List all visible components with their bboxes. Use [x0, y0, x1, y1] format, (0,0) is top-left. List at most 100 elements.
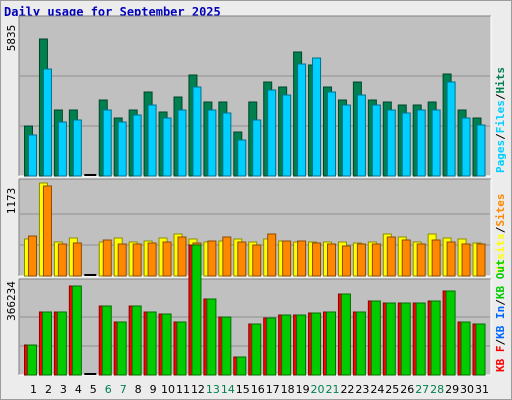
y-max-label: 366234	[5, 281, 18, 321]
bar-kb-out	[131, 305, 142, 376]
x-tick-label: 16	[251, 383, 265, 396]
x-tick-label: 21	[326, 383, 340, 396]
bar-zero	[84, 373, 97, 375]
legend-entry: Visits	[494, 233, 507, 273]
bar-files	[207, 109, 217, 177]
x-tick-label: 3	[60, 383, 67, 396]
bar-sites	[431, 239, 441, 277]
bar-files	[446, 81, 456, 177]
x-tick-label: 12	[191, 383, 205, 396]
bar-sites	[356, 243, 366, 277]
bar-sites	[341, 245, 351, 277]
y-max-label: 1173	[5, 188, 18, 215]
bar-files	[341, 104, 351, 177]
x-tick-label: 30	[460, 383, 474, 396]
bar-sites	[416, 243, 426, 277]
x-tick-label: 25	[385, 383, 399, 396]
x-tick-label: 23	[355, 383, 369, 396]
bar-kb-out	[475, 323, 486, 376]
bar-files	[42, 68, 52, 177]
bar-files	[401, 112, 411, 177]
x-tick-label: 4	[75, 383, 82, 396]
bar-kb-out	[206, 298, 217, 376]
bar-files	[267, 89, 277, 177]
bar-sites	[297, 240, 307, 277]
x-tick-label: 15	[236, 383, 250, 396]
legend-hits-files: Pages/Files/Hits	[494, 67, 507, 173]
bar-kb-out	[326, 311, 336, 376]
bar-sites	[177, 236, 187, 277]
bar-kb-out	[161, 313, 172, 376]
legend-entry: /	[494, 299, 507, 306]
bar-kb-out	[460, 321, 471, 376]
legend-entry: KB In	[494, 306, 507, 339]
bar-files	[461, 117, 471, 177]
legend-entry: Sites	[494, 194, 507, 227]
x-tick-label: 20	[311, 383, 325, 396]
bar-kb-out	[400, 302, 411, 376]
x-tick-label: 31	[475, 383, 489, 396]
legend-entry: /	[494, 226, 507, 233]
bar-kb-out	[266, 317, 277, 376]
legend-entry: KB Out	[494, 259, 507, 299]
bar-sites	[267, 233, 277, 277]
bar-sites	[327, 243, 336, 277]
x-tick-label: 19	[296, 383, 310, 396]
bar-files	[431, 109, 441, 177]
x-tick-label: 17	[266, 383, 280, 396]
bar-files	[192, 86, 202, 177]
bar-kb-out	[355, 311, 366, 376]
bar-kb-out	[251, 323, 262, 376]
bar-files	[57, 121, 67, 177]
bar-kb-out	[146, 311, 157, 376]
bar-zero	[84, 174, 97, 176]
legend-entry: KB F	[494, 346, 507, 373]
bar-kb-out	[311, 312, 322, 376]
bar-files	[356, 94, 366, 177]
x-tick-label: 22	[340, 383, 354, 396]
x-tick-label: 28	[430, 383, 444, 396]
bar-kb-out	[445, 290, 456, 376]
bar-sites	[117, 243, 127, 277]
bar-kb-out	[176, 321, 187, 376]
x-tick-label: 8	[135, 383, 142, 396]
bar-kb-out	[41, 311, 52, 376]
bar-kb-out	[281, 314, 292, 376]
x-tick-label: 1	[30, 383, 37, 396]
bar-sites	[312, 242, 322, 277]
bar-kb-out	[236, 356, 247, 376]
bar-sites	[282, 240, 292, 277]
x-tick-label: 10	[161, 383, 175, 396]
bar-files	[252, 119, 262, 177]
bar-files	[416, 109, 426, 177]
x-tick-label: 26	[400, 383, 414, 396]
bar-sites	[476, 243, 486, 277]
legend-entry: Pages	[494, 140, 507, 173]
bar-files	[222, 112, 232, 177]
legend-entry: Files	[494, 100, 507, 133]
bar-sites	[132, 243, 142, 277]
x-tick-label: 29	[445, 383, 459, 396]
bar-kb-out	[370, 300, 381, 376]
bar-files	[282, 94, 292, 177]
bar-sites	[102, 239, 112, 277]
bar-sites	[162, 241, 172, 277]
bar-kb-out	[221, 316, 232, 376]
bar-kb-out	[71, 285, 82, 376]
bar-files	[371, 104, 381, 177]
bar-files	[28, 134, 37, 177]
bar-kb-out	[340, 293, 351, 376]
x-tick-label: 14	[221, 383, 235, 396]
bar-sites	[207, 240, 217, 277]
legend-entry: /	[494, 133, 507, 140]
bar-files	[72, 119, 82, 177]
bar-sites	[147, 242, 157, 277]
bar-sites	[222, 236, 232, 277]
x-tick-label: 24	[370, 383, 384, 396]
bar-sites	[252, 244, 262, 277]
bar-files	[327, 91, 336, 177]
x-tick-label: 5	[90, 383, 97, 396]
bar-sites	[237, 241, 247, 277]
bar-sites	[72, 242, 82, 277]
bar-kb-out	[415, 302, 426, 376]
